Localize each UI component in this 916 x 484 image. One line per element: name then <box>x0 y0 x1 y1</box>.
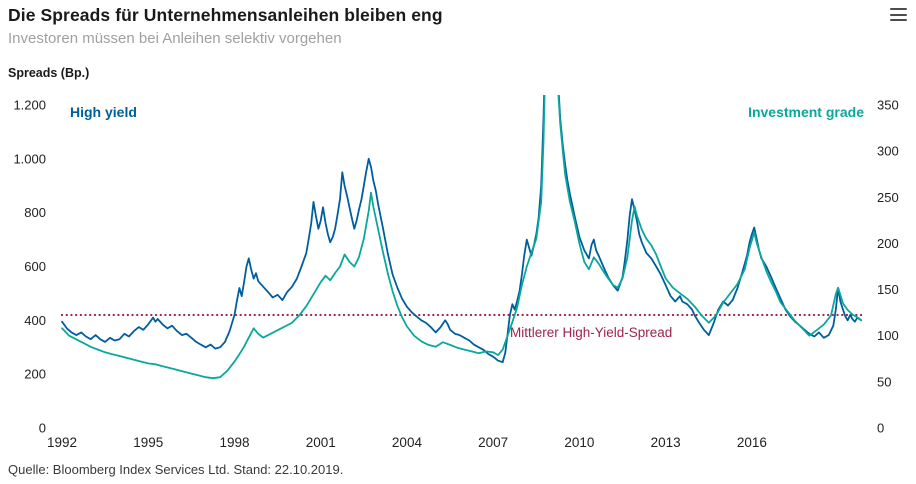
left-axis-tick: 200 <box>24 367 46 382</box>
right-axis-tick: 0 <box>877 421 884 436</box>
right-axis-tick: 150 <box>877 282 899 297</box>
x-axis-tick: 1998 <box>219 435 249 450</box>
x-axis-tick: 2004 <box>392 435 423 450</box>
x-axis-tick: 2001 <box>306 435 336 450</box>
left-axis-tick: 600 <box>24 259 46 274</box>
left-axis-tick: 0 <box>39 421 46 436</box>
menu-bar <box>890 19 907 21</box>
x-axis-tick: 2016 <box>737 435 767 450</box>
page-title: Die Spreads für Unternehmensanleihen ble… <box>8 5 443 25</box>
right-axis-tick: 100 <box>877 328 899 343</box>
page-subtitle: Investoren müssen bei Anleihen selektiv … <box>8 30 342 47</box>
source-note: Quelle: Bloomberg Index Services Ltd. St… <box>8 462 344 477</box>
right-axis-tick: 50 <box>877 374 891 389</box>
right-axis-tick: 350 <box>877 98 899 113</box>
left-axis-tick: 1.200 <box>13 98 46 113</box>
series-line-investment-grade <box>61 95 862 380</box>
x-axis-tick: 1995 <box>133 435 163 450</box>
reference-line-label: Mittlerer High-Yield-Spread <box>510 325 672 340</box>
left-axis-tick: 800 <box>24 205 46 220</box>
series-line-high-yield <box>61 95 862 363</box>
series-label-high-yield: High yield <box>70 104 137 120</box>
right-axis-tick: 300 <box>877 144 899 159</box>
x-axis-tick: 1992 <box>47 435 77 450</box>
hamburger-menu-icon[interactable] <box>890 8 907 21</box>
x-axis-tick: 2007 <box>478 435 508 450</box>
right-axis-tick: 250 <box>877 190 899 205</box>
series-label-investment-grade: Investment grade <box>748 104 864 120</box>
x-axis-tick: 2010 <box>564 435 594 450</box>
menu-bar <box>890 8 907 10</box>
right-axis-tick: 200 <box>877 236 899 251</box>
menu-bar <box>890 13 907 16</box>
left-axis-tick: 400 <box>24 313 46 328</box>
x-axis-tick: 2013 <box>651 435 681 450</box>
left-axis-tick: 1.000 <box>13 151 46 166</box>
axis-title: Spreads (Bp.) <box>8 66 90 80</box>
